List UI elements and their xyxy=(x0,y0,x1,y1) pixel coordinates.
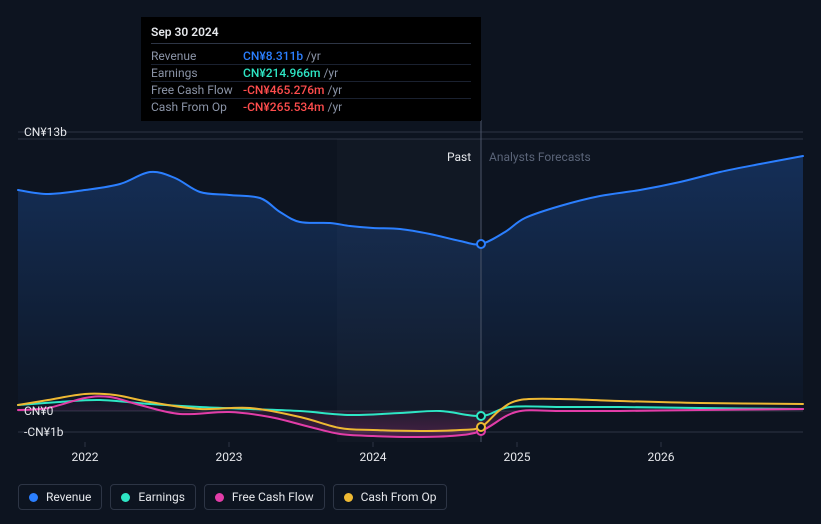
legend-item[interactable]: Free Cash Flow xyxy=(204,484,325,510)
legend-label: Revenue xyxy=(46,490,91,504)
legend-item[interactable]: Earnings xyxy=(110,484,196,510)
tooltip-row: EarningsCN¥214.966m/yr xyxy=(151,65,471,82)
x-axis-label: 2023 xyxy=(216,450,243,464)
tooltip-row-value: -CN¥265.534m xyxy=(243,100,325,114)
past-label: Past xyxy=(447,150,471,164)
chart-tooltip: Sep 30 2024 RevenueCN¥8.311b/yrEarningsC… xyxy=(141,17,481,121)
legend-dot-icon xyxy=(215,493,224,502)
x-axis-label: 2026 xyxy=(648,450,675,464)
legend-dot-icon xyxy=(344,493,353,502)
y-axis-label: CN¥13b xyxy=(24,125,67,139)
tooltip-row-suffix: /yr xyxy=(323,66,338,80)
legend-dot-icon xyxy=(29,493,38,502)
y-axis-label: CN¥0 xyxy=(24,404,53,418)
x-axis-label: 2024 xyxy=(360,450,387,464)
tooltip-row-value: CN¥214.966m xyxy=(243,66,320,80)
forecast-label: Analysts Forecasts xyxy=(489,150,591,164)
tooltip-row-value: -CN¥465.276m xyxy=(243,83,325,97)
tooltip-row-suffix: /yr xyxy=(306,49,321,63)
x-axis-label: 2022 xyxy=(72,450,99,464)
x-axis-label: 2025 xyxy=(504,450,531,464)
tooltip-row-label: Earnings xyxy=(151,66,243,80)
legend-dot-icon xyxy=(121,493,130,502)
legend-label: Earnings xyxy=(138,490,185,504)
tooltip-row: Cash From Op-CN¥265.534m/yr xyxy=(151,99,471,115)
y-axis-label: -CN¥1b xyxy=(24,425,63,439)
legend-label: Cash From Op xyxy=(361,490,437,504)
tooltip-date: Sep 30 2024 xyxy=(151,25,471,44)
tooltip-row-value: CN¥8.311b xyxy=(243,49,303,63)
tooltip-row-suffix: /yr xyxy=(328,100,343,114)
tooltip-row: RevenueCN¥8.311b/yr xyxy=(151,48,471,65)
tooltip-row-label: Cash From Op xyxy=(151,100,243,114)
legend-item[interactable]: Revenue xyxy=(18,484,102,510)
tooltip-row-label: Revenue xyxy=(151,49,243,63)
legend-item[interactable]: Cash From Op xyxy=(333,484,448,510)
tooltip-row: Free Cash Flow-CN¥465.276m/yr xyxy=(151,82,471,99)
tooltip-row-suffix: /yr xyxy=(328,83,343,97)
legend-label: Free Cash Flow xyxy=(232,490,314,504)
tooltip-row-label: Free Cash Flow xyxy=(151,83,243,97)
chart-legend: Revenue Earnings Free Cash Flow Cash From O… xyxy=(18,484,447,510)
chart-container: Sep 30 2024 RevenueCN¥8.311b/yrEarningsC… xyxy=(0,0,821,524)
